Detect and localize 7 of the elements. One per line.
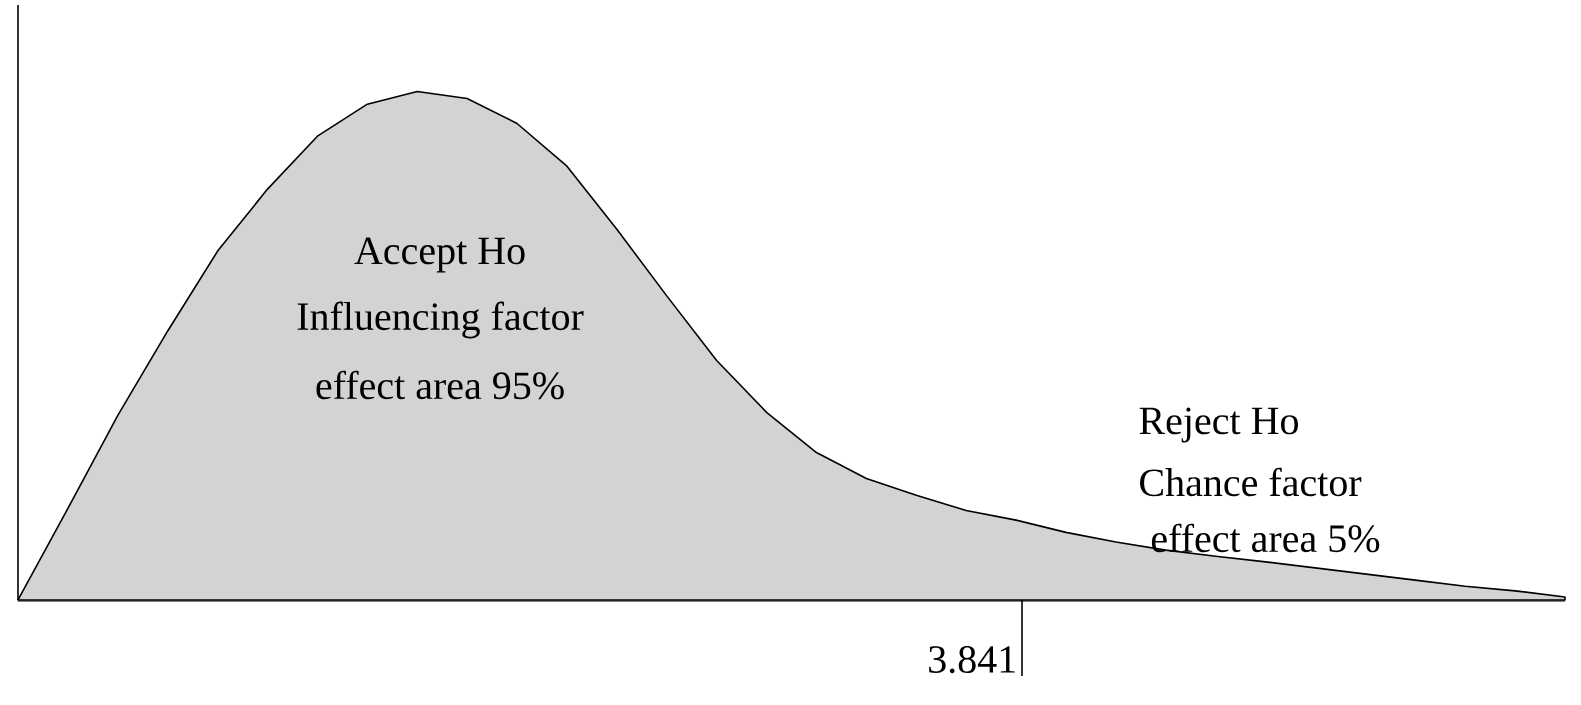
annotation: Influencing factor [297,301,584,339]
annotation: Accept Ho [354,237,525,273]
text: 3.841 [929,646,1015,674]
annotation: Chance factor [1140,467,1362,497]
annotation: effect area 95% [316,370,564,400]
annotation: effect area 5% [1151,523,1380,553]
annotation: Reject Ho [1139,407,1298,443]
